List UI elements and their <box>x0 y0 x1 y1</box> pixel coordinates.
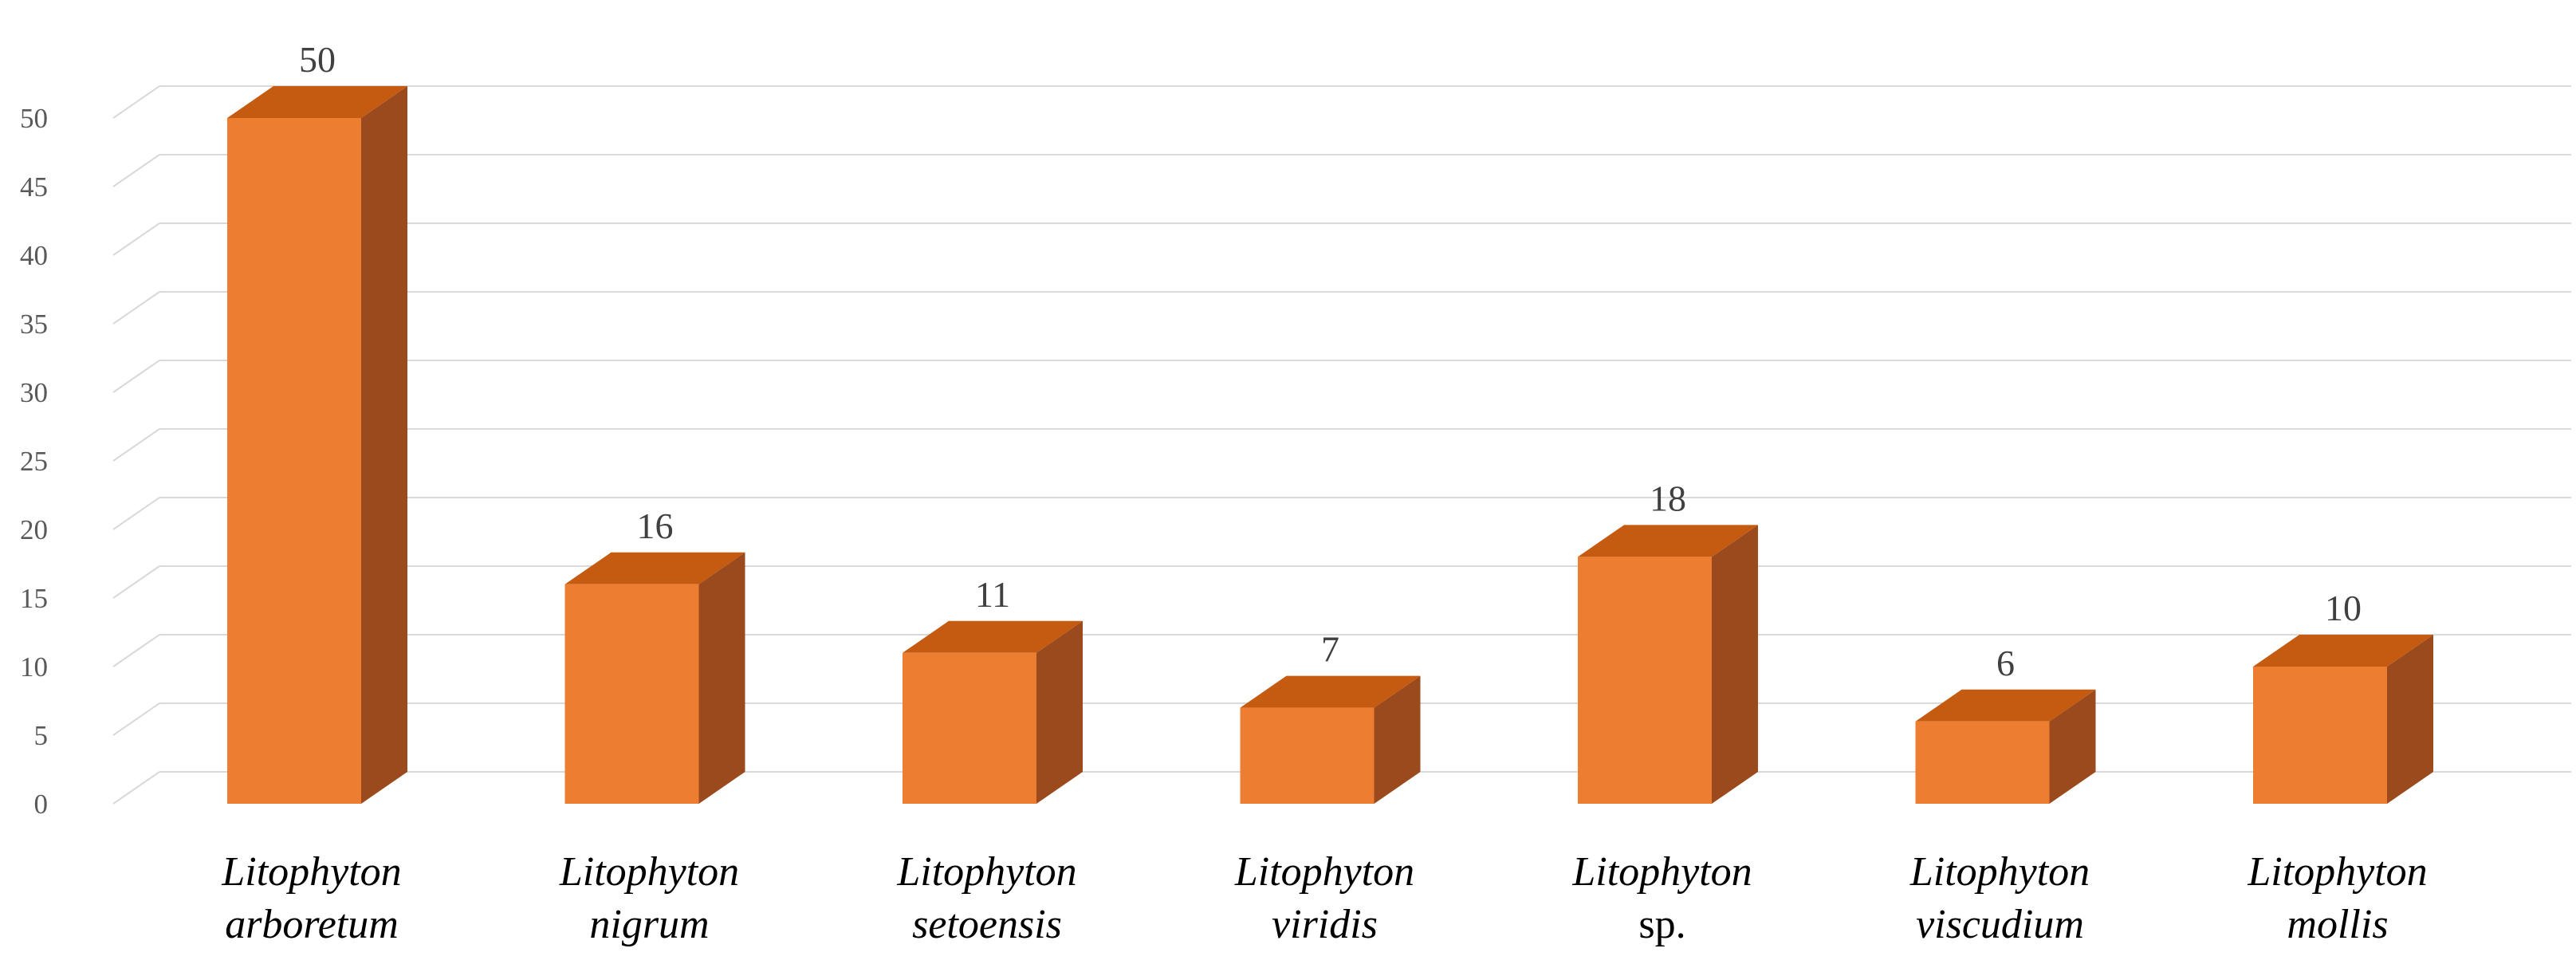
category-label: Litophyton <box>1234 849 1414 895</box>
category-label: Litophyton <box>221 849 401 895</box>
data-label: 10 <box>2325 588 2362 628</box>
category-label: mollis <box>2287 902 2388 947</box>
bar-front-face <box>564 584 699 804</box>
category-label: arboretum <box>225 902 399 947</box>
bar <box>2253 635 2433 804</box>
bar-side-face <box>698 552 745 804</box>
bar-side-face <box>2387 635 2433 804</box>
bar-front-face <box>903 652 1036 804</box>
gridline <box>112 360 2571 393</box>
y-tick-label: 50 <box>20 103 48 134</box>
y-tick-label: 45 <box>20 171 48 203</box>
bar-side-face <box>1374 675 1421 804</box>
y-tick-label: 30 <box>20 377 48 408</box>
gridline <box>112 634 2571 667</box>
data-label: 11 <box>975 574 1010 615</box>
gridline <box>112 497 2571 530</box>
bar-side-face <box>1036 620 1083 804</box>
category-label: nigrum <box>589 902 709 947</box>
data-label: 16 <box>637 506 674 546</box>
bar-top-face <box>1578 525 1758 557</box>
gridline <box>112 154 2571 187</box>
y-tick-label: 20 <box>20 514 48 545</box>
category-label: Litophyton <box>1571 849 1752 895</box>
bar <box>903 620 1083 804</box>
bar <box>1915 689 2096 804</box>
bars <box>227 86 2433 804</box>
gridline <box>112 85 2571 119</box>
bar-side-face <box>361 86 407 804</box>
category-label: sp. <box>1638 902 1685 947</box>
category-labels: Litophyton arboretum Litophyton nigrum Litop… <box>221 849 2427 947</box>
bar-front-face <box>1915 721 2050 804</box>
y-tick-label: 15 <box>20 583 48 614</box>
y-tick-label: 35 <box>20 309 48 340</box>
data-label: 18 <box>1650 478 1686 518</box>
bar-front-face <box>1240 707 1375 804</box>
category-label: Litophyton <box>2247 849 2427 895</box>
y-tick-label: 5 <box>34 720 49 751</box>
data-label: 50 <box>299 39 336 80</box>
category-label: viscudium <box>1916 902 2084 947</box>
bar-top-face <box>227 86 407 118</box>
y-tick-label: 25 <box>20 446 48 477</box>
bar-top-face <box>1240 675 1421 708</box>
category-label: Litophyton <box>559 849 739 895</box>
bar-side-face <box>1712 525 1758 804</box>
bar-front-face <box>227 118 361 804</box>
gridlines <box>112 85 2571 805</box>
data-label: 7 <box>1321 629 1339 670</box>
bar <box>1578 525 1758 804</box>
category-label: Litophyton <box>896 849 1076 895</box>
bar-top-face <box>564 552 745 584</box>
gridline <box>112 565 2571 599</box>
category-label: viridis <box>1272 902 1378 947</box>
bar-side-face <box>2049 689 2096 804</box>
category-label: setoensis <box>912 902 1062 947</box>
bar-front-face <box>2253 667 2387 804</box>
bar <box>1240 675 1421 804</box>
gridline <box>112 428 2571 462</box>
bar-top-face <box>2253 635 2433 667</box>
gridline <box>112 222 2571 256</box>
category-label: Litophyton <box>1909 849 2090 895</box>
data-labels: 50 16 11 7 18 6 10 <box>299 39 2362 683</box>
bar-top-face <box>903 620 1083 653</box>
bar-top-face <box>1915 689 2096 722</box>
y-tick-label: 0 <box>34 789 49 820</box>
bar <box>564 552 745 804</box>
bar <box>227 86 407 804</box>
y-axis-ticks: 0 5 10 15 20 25 30 35 40 45 50 <box>20 103 48 820</box>
y-tick-label: 40 <box>20 240 48 271</box>
data-label: 6 <box>1996 643 2015 683</box>
gridline <box>112 291 2571 325</box>
bar-front-face <box>1578 557 1712 804</box>
y-tick-label: 10 <box>20 651 48 683</box>
